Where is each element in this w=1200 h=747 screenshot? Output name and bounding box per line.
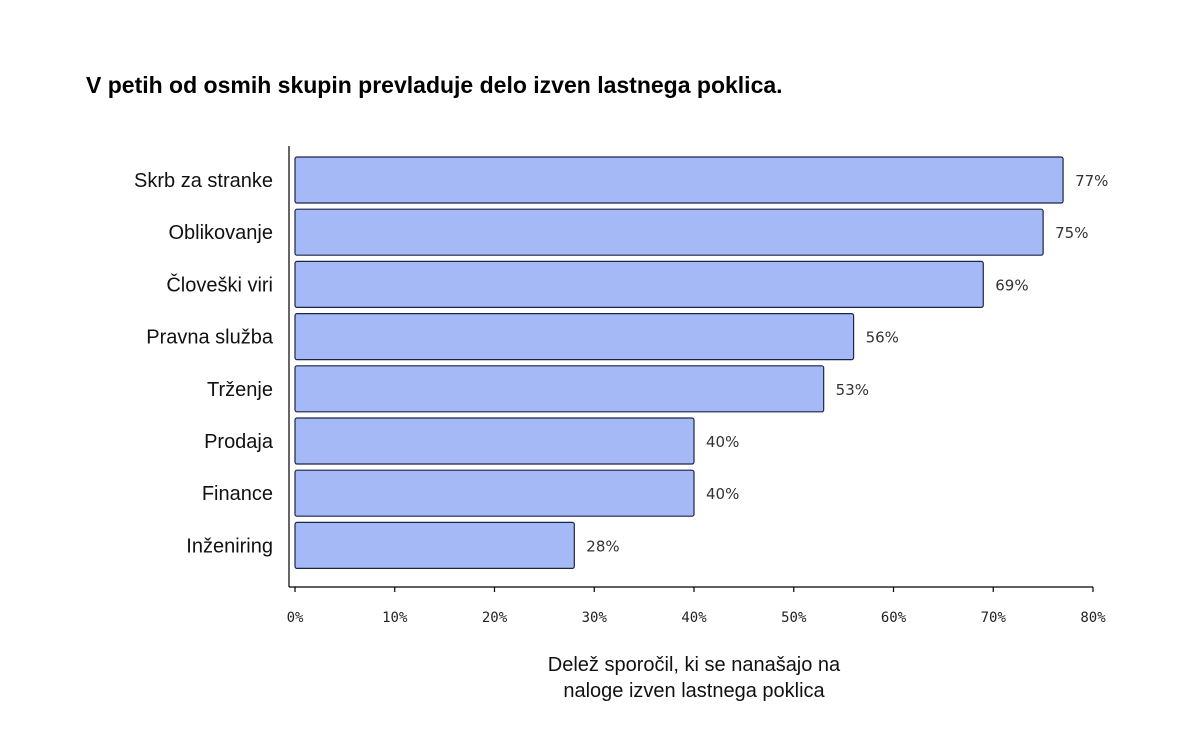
category-label-3: Pravna služba [146,327,274,349]
x-tick-label-4: 40% [681,610,707,626]
value-label-3: 56% [866,329,899,347]
category-label-2: Človeški viri [166,273,273,296]
value-label-1: 75% [1055,224,1088,242]
category-label-5: Prodaja [204,431,274,453]
bars-layer [294,156,1064,570]
value-label-0: 77% [1075,172,1108,190]
x-axis-title-line-0: Delež sporočil, ki se nanašajo na [548,654,841,676]
x-tick-label-1: 10% [382,610,408,626]
x-tick-label-8: 80% [1080,610,1106,626]
bar-6 [294,469,695,517]
x-tick-label-5: 50% [781,610,807,626]
category-label-6: Finance [202,483,273,505]
x-tick-label-2: 20% [482,610,508,626]
bar-0 [294,156,1064,204]
category-label-1: Oblikovanje [168,222,273,244]
value-label-6: 40% [706,485,739,503]
bar-5 [294,417,695,465]
bar-3 [294,313,855,361]
x-axis-title-line-1: naloge izven lastnega poklica [563,680,825,702]
labels-layer: Skrb za stranke 77% Oblikovanje 75% Človeški… [134,170,1108,557]
x-tick-label-7: 70% [981,610,1007,626]
value-label-7: 28% [586,537,619,555]
value-label-2: 69% [995,276,1028,294]
bar-4 [294,365,825,413]
bar-7 [294,521,575,570]
value-label-5: 40% [706,433,739,451]
chart-title: V petih od osmih skupin prevladuje delo … [86,72,783,98]
x-tick-label-6: 60% [881,610,907,626]
category-label-0: Skrb za stranke [134,170,273,192]
x-tick-label-0: 0% [287,610,304,626]
x-tick-label-3: 30% [582,610,608,626]
bar-1 [294,208,1044,256]
bar-2 [294,260,984,308]
category-label-4: Trženje [207,379,273,401]
axes-layer: 0% 10% 20% 30% 40% 50% 60% 70% 80% Delež sporočil… [287,146,1106,702]
value-label-4: 53% [836,381,869,399]
category-label-7: Inženiring [186,535,273,557]
